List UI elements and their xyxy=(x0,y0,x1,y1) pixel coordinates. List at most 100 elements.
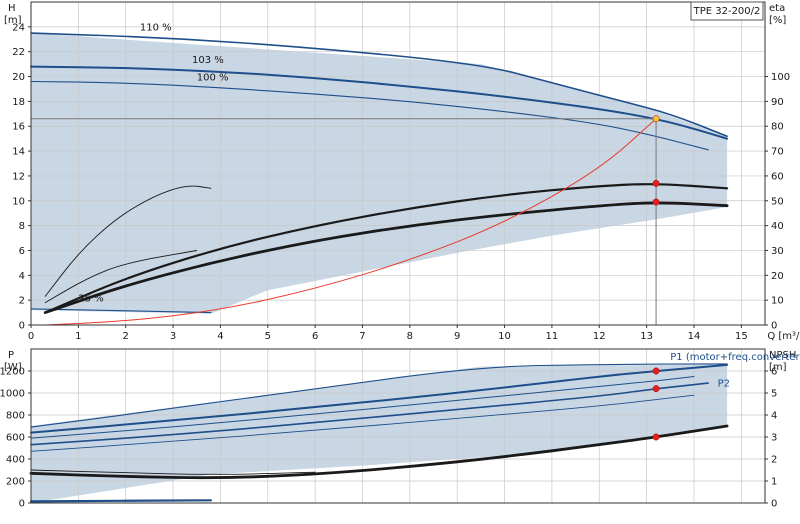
series-line-0 xyxy=(30,32,728,137)
x-tick-label: 7 xyxy=(359,331,365,342)
series-line-4 xyxy=(44,185,212,297)
series-line-0 xyxy=(30,363,729,434)
series-line-6 xyxy=(29,424,729,480)
y-tick-label: 4 xyxy=(19,271,25,282)
marker-point-1 xyxy=(652,385,660,393)
y-tick-label: 12 xyxy=(12,171,25,182)
series-line-5 xyxy=(44,250,198,304)
x-tick-label: 9 xyxy=(454,331,460,342)
series-line-7 xyxy=(30,469,316,475)
series-line-3 xyxy=(30,382,709,446)
model-label-box: TPE 32-200/2 xyxy=(690,1,764,21)
y2-tick-label: 3 xyxy=(771,433,777,444)
series-line-2 xyxy=(30,376,695,439)
y2-tick-label: 10 xyxy=(771,296,784,307)
y2-tick-label: 6 xyxy=(771,367,777,378)
y-axis-unit: [W] xyxy=(4,362,22,373)
x-tick-label: 0 xyxy=(28,331,34,342)
y-axis-unit: [m] xyxy=(4,15,22,26)
y2-tick-label: 1 xyxy=(771,477,777,488)
x-tick-label: 4 xyxy=(217,331,223,342)
y2-axis-unit: [%] xyxy=(769,15,786,26)
y-tick-label: 0 xyxy=(19,321,25,332)
y2-axis-unit: [m] xyxy=(769,362,787,373)
x-tick-label: 6 xyxy=(312,331,318,342)
series-line-1 xyxy=(30,363,728,428)
marker-point-2 xyxy=(652,433,660,441)
series-line-7 xyxy=(43,201,729,314)
y2-tick-label: 30 xyxy=(771,246,784,257)
series-line-8 xyxy=(44,118,657,326)
marker-point-0 xyxy=(652,367,660,375)
y2-tick-label: 0 xyxy=(771,499,777,510)
marker-point-0 xyxy=(652,115,660,123)
y-tick-label: 800 xyxy=(6,411,25,422)
x-tick-label: 1 xyxy=(75,331,81,342)
y-tick-label: 0 xyxy=(19,499,25,510)
y-tick-label: 2 xyxy=(19,296,25,307)
series-line-1 xyxy=(30,65,729,140)
curve-label-1: P2 xyxy=(718,378,730,389)
y-tick-label: 14 xyxy=(12,147,25,158)
y-tick-label: 16 xyxy=(12,122,25,133)
x-tick-label: 3 xyxy=(170,331,176,342)
y-axis-label: P xyxy=(8,350,14,361)
x-tick-label: 15 xyxy=(735,331,748,342)
y2-tick-label: 4 xyxy=(771,411,777,422)
y2-tick-label: 50 xyxy=(771,196,784,207)
x-tick-label: 11 xyxy=(546,331,559,342)
series-line-4 xyxy=(30,394,695,452)
y-tick-label: 20 xyxy=(12,72,25,83)
y2-tick-label: 40 xyxy=(771,221,784,232)
curve-label-2: 100 % xyxy=(197,72,229,83)
series-line-5 xyxy=(29,499,212,503)
y2-tick-label: 80 xyxy=(771,122,784,133)
y-tick-label: 1000 xyxy=(0,389,25,400)
series-line-6 xyxy=(44,183,729,314)
y2-axis-label: NPSH xyxy=(769,350,796,361)
marker-point-2 xyxy=(652,198,660,206)
y2-tick-label: 2 xyxy=(771,455,777,466)
y-tick-label: 400 xyxy=(6,455,25,466)
y-tick-label: 24 xyxy=(12,22,25,33)
y-tick-label: 600 xyxy=(6,433,25,444)
y2-tick-label: 5 xyxy=(771,389,777,400)
curve-label-3: 25 % xyxy=(78,293,103,304)
panel-0: 0246810121416182022240102030405060708090… xyxy=(4,1,800,342)
y-tick-label: 10 xyxy=(12,196,25,207)
x-tick-label: 2 xyxy=(123,331,129,342)
model-label: TPE 32-200/2 xyxy=(693,6,761,17)
marker-point-1 xyxy=(652,179,660,187)
operating-region xyxy=(31,364,728,503)
curve-label-1: 103 % xyxy=(192,55,224,66)
y-tick-label: 8 xyxy=(19,221,25,232)
panel-1: 0200400600800100012000123456P[W]NPSH[m]P… xyxy=(0,348,800,510)
x-tick-label: 10 xyxy=(498,331,511,342)
y-axis-label: H xyxy=(8,3,16,14)
y2-tick-label: 0 xyxy=(771,321,777,332)
x-tick-label: 13 xyxy=(640,331,653,342)
y2-tick-label: 60 xyxy=(771,171,784,182)
curve-label-0: P1 (motor+freq.converter) xyxy=(670,352,800,363)
y-tick-label: 200 xyxy=(6,477,25,488)
y-tick-label: 1200 xyxy=(0,367,25,378)
curve-label-0: 110 % xyxy=(140,23,172,34)
series-line-2 xyxy=(30,80,709,151)
y-tick-label: 18 xyxy=(12,97,25,108)
y2-tick-label: 90 xyxy=(771,97,784,108)
y-tick-label: 6 xyxy=(19,246,25,257)
y2-axis-label: eta xyxy=(769,3,785,14)
y2-tick-label: 70 xyxy=(771,147,784,158)
y-tick-label: 22 xyxy=(12,47,25,58)
x-tick-label: 8 xyxy=(407,331,413,342)
plot-frame xyxy=(30,1,766,326)
x-tick-label: 14 xyxy=(688,331,701,342)
x-axis-label: Q [m³/h] xyxy=(767,331,800,342)
y2-tick-label: 100 xyxy=(771,72,790,83)
plot-frame xyxy=(30,348,766,504)
x-tick-label: 12 xyxy=(593,331,606,342)
x-tick-label: 5 xyxy=(265,331,271,342)
y2-tick-label: 20 xyxy=(771,271,784,282)
